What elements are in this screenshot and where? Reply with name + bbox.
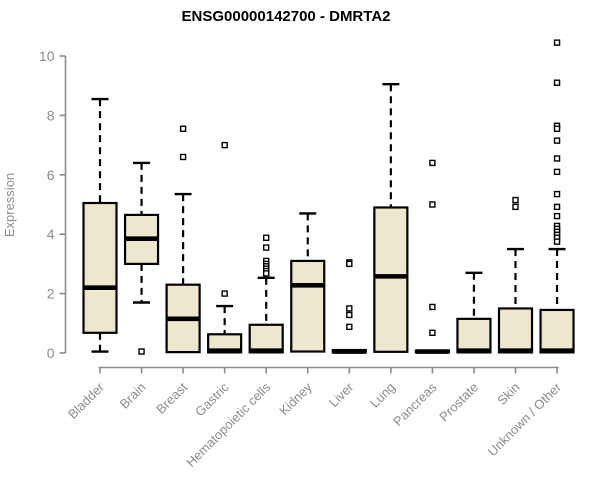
box-iqr <box>456 317 492 354</box>
outlier-point <box>553 203 561 211</box>
y-tick-label: 0 <box>47 345 55 361</box>
chart-title: ENSG00000142700 - DMRTA2 <box>182 8 391 25</box>
x-tick-label-bladder: Bladder <box>65 379 108 422</box>
outlier-point <box>138 348 145 355</box>
outlier-point <box>346 323 353 331</box>
outlier-point <box>512 196 519 204</box>
outlier-point <box>263 244 270 251</box>
outlier-point <box>512 203 519 211</box>
x-tick-label-gastric: Gastric <box>192 379 232 419</box>
boxplot-skin <box>497 196 534 354</box>
outlier-point <box>553 190 561 198</box>
y-tick-label: 6 <box>47 167 55 183</box>
outlier-point <box>553 238 561 245</box>
box-iqr <box>290 259 326 353</box>
x-tick-label-pancreas: Pancreas <box>390 379 440 429</box>
outlier-point <box>179 153 187 161</box>
y-tick-label: 10 <box>39 48 55 64</box>
x-tick-label-prostate: Prostate <box>436 380 481 425</box>
outlier-point <box>263 234 270 241</box>
outlier-point <box>263 270 270 277</box>
box-iqr <box>373 206 409 353</box>
y-tick-label: 8 <box>47 107 55 123</box>
boxplot-lung <box>373 83 409 353</box>
y-axis-title: Expression <box>2 173 17 237</box>
boxplot-kidney <box>290 212 326 353</box>
outlier-point <box>221 141 228 149</box>
outlier-point <box>429 329 436 337</box>
y-tick-label: 4 <box>47 226 55 242</box>
boxplot-liver <box>331 259 367 354</box>
boxplot-brain <box>123 161 160 355</box>
boxplot-unknown-other <box>539 39 575 354</box>
outlier-point <box>553 39 561 46</box>
outlier-point <box>553 212 561 220</box>
outlier-point <box>553 155 561 162</box>
box-iqr <box>248 323 284 354</box>
outlier-point <box>553 79 561 86</box>
outlier-point <box>429 201 436 208</box>
outlier-point <box>429 159 436 167</box>
boxplot-pancreas <box>414 159 450 354</box>
outlier-point <box>553 168 561 176</box>
outlier-point <box>553 125 561 132</box>
outlier-point <box>179 125 187 132</box>
boxplot-gastric <box>207 141 243 354</box>
x-tick-label-kidney: Kidney <box>276 379 315 418</box>
boxplot-prostate <box>456 271 492 354</box>
outlier-point <box>429 303 436 311</box>
outlier-point <box>221 290 228 297</box>
x-tick-label-lung: Lung <box>367 380 398 411</box>
x-tick-label-brain: Brain <box>117 380 149 412</box>
boxplot-bladder <box>82 97 118 353</box>
outlier-point <box>346 305 353 312</box>
x-tick-label-liver: Liver <box>326 379 357 410</box>
box-iqr <box>539 308 575 354</box>
box-iqr <box>82 201 118 334</box>
boxplot-breast <box>165 125 201 354</box>
x-tick-label-breast: Breast <box>153 379 190 416</box>
y-tick-label: 2 <box>47 286 55 302</box>
x-tick-label-unknown-other: Unknown / Other <box>485 379 565 459</box>
outlier-point <box>553 137 561 144</box>
x-tick-label-skin: Skin <box>494 380 522 408</box>
y-axis: 0 2 4 6 8 10 <box>39 48 67 361</box>
outlier-point <box>346 311 353 319</box>
boxplot-hematopoietic-cells <box>248 234 284 354</box>
outlier-point <box>346 260 353 268</box>
box-iqr <box>497 307 534 354</box>
